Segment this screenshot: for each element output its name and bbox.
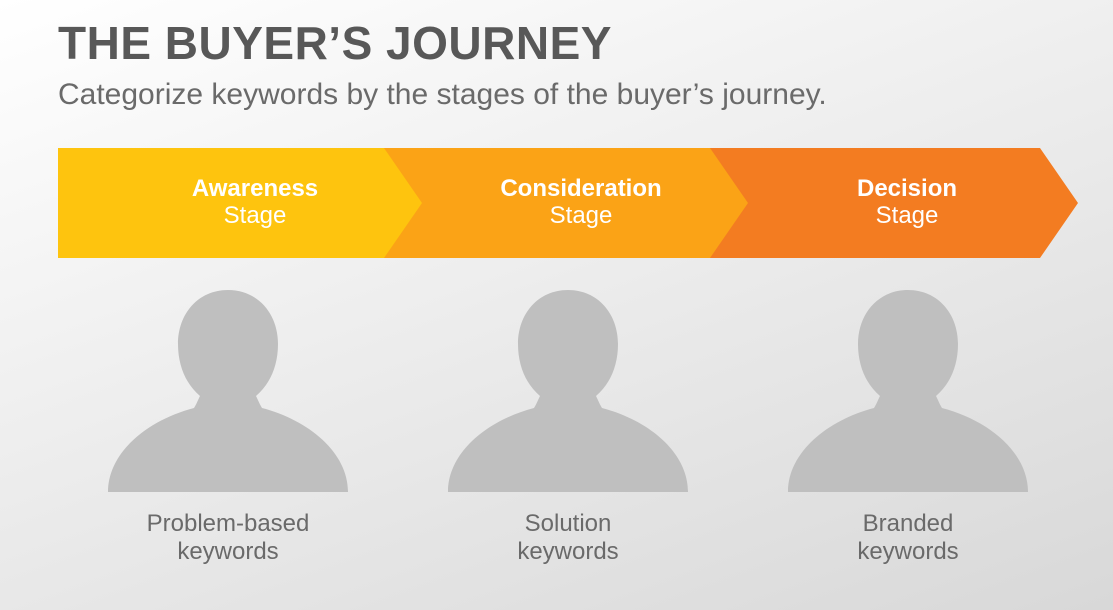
chevron-shape-icon <box>58 148 426 258</box>
persona-silhouette-icon <box>448 282 688 492</box>
stages-arrow-row: Awareness Stage Consideration Stage Deci… <box>58 148 1078 258</box>
persona-caption: Solution keywords <box>517 510 618 567</box>
persona-silhouette-icon <box>108 282 348 492</box>
persona-caption: Problem-based keywords <box>147 510 310 567</box>
persona-awareness: Problem-based keywords <box>58 282 398 602</box>
persona-silhouette-icon <box>788 282 1028 492</box>
infographic-canvas: THE BUYER’S JOURNEY Categorize keywords … <box>0 0 1113 610</box>
page-title: THE BUYER’S JOURNEY <box>58 16 612 70</box>
persona-caption: Branded keywords <box>857 510 958 567</box>
page-subtitle: Categorize keywords by the stages of the… <box>58 78 827 112</box>
stage-chevron-awareness: Awareness Stage <box>58 148 426 258</box>
stage-chevron-decision: Decision Stage <box>710 148 1078 258</box>
stage-chevron-consideration: Consideration Stage <box>384 148 752 258</box>
persona-consideration: Solution keywords <box>398 282 738 602</box>
persona-decision: Branded keywords <box>738 282 1078 602</box>
chevron-shape-icon <box>384 148 752 258</box>
persona-row: Problem-based keywords Solution keywords… <box>58 282 1078 602</box>
chevron-shape-icon <box>710 148 1078 258</box>
